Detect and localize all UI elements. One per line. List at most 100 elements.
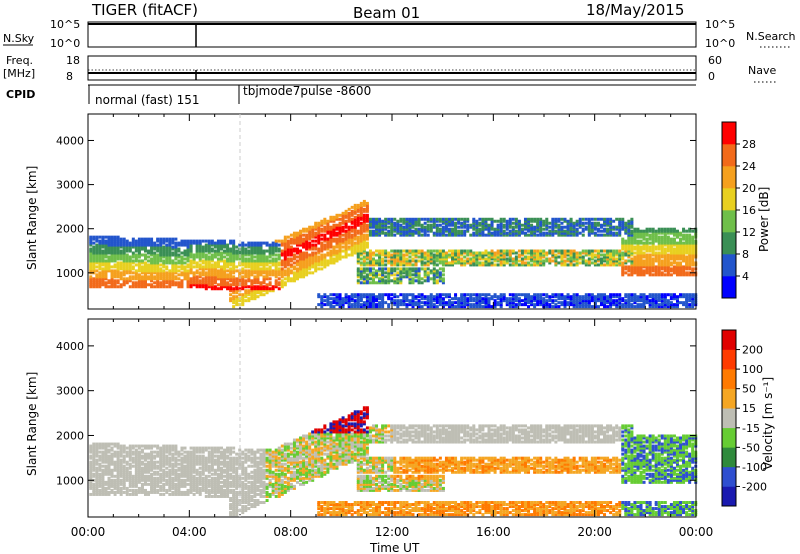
range-gate-cell: [651, 273, 655, 277]
range-gate-cell: [283, 281, 287, 285]
range-gate-cell: [429, 295, 433, 299]
range-gate-cell: [216, 241, 220, 245]
range-gate-cell: [119, 261, 123, 265]
range-gate-cell: [429, 293, 433, 297]
range-gate-cell: [627, 221, 631, 225]
range-gate-cell: [654, 257, 658, 261]
range-gate-cell: [554, 219, 558, 223]
range-gate-cell: [606, 229, 610, 233]
range-gate-cell: [189, 271, 193, 275]
range-gate-cell: [481, 229, 485, 233]
range-gate-cell: [140, 243, 144, 247]
range-gate-cell: [204, 283, 208, 287]
range-gate-cell: [326, 219, 330, 223]
range-gate-cell: [268, 287, 272, 291]
range-gate-cell: [250, 287, 254, 291]
range-gate-cell: [104, 281, 108, 285]
range-gate-cell: [256, 245, 260, 249]
range-gate-cell: [226, 281, 230, 285]
range-gate-cell: [113, 442, 117, 446]
range-gate-cell: [451, 305, 455, 309]
range-gate-cell: [189, 265, 193, 269]
range-gate-cell: [150, 237, 154, 241]
range-gate-cell: [669, 263, 673, 267]
range-gate-cell: [113, 444, 117, 448]
range-gate-cell: [414, 219, 418, 223]
range-gate-cell: [523, 299, 527, 303]
range-gate-cell: [362, 275, 366, 279]
range-gate-cell: [581, 301, 585, 305]
range-gate-cell: [238, 271, 242, 275]
range-gate-cell: [563, 219, 567, 223]
range-gate-cell: [122, 267, 126, 271]
range-gate-cell: [682, 265, 686, 269]
range-gate-cell: [478, 227, 482, 231]
range-gate-cell: [381, 225, 385, 229]
range-gate-cell: [159, 275, 163, 279]
range-gate-cell: [159, 255, 163, 259]
range-gate-cell: [359, 251, 363, 255]
range-gate-cell: [387, 293, 391, 297]
range-gate-cell: [113, 275, 117, 279]
range-gate-cell: [511, 231, 515, 235]
range-gate-cell: [101, 474, 105, 478]
range-gate-cell: [396, 227, 400, 231]
range-gate-cell: [116, 241, 120, 245]
range-gate-cell: [107, 484, 111, 488]
range-gate-cell: [235, 291, 239, 295]
range-gate-cell: [417, 269, 421, 273]
range-gate-cell: [447, 223, 451, 227]
range-gate-cell: [341, 219, 345, 223]
range-gate-cell: [122, 490, 126, 494]
range-gate-cell: [587, 301, 591, 305]
range-gate-cell: [371, 217, 375, 221]
range-gate-cell: [192, 253, 196, 257]
range-gate-cell: [213, 277, 217, 281]
range-gate-cell: [581, 299, 585, 303]
range-gate-cell: [210, 287, 214, 291]
range-gate-cell: [642, 305, 646, 309]
range-gate-cell: [590, 305, 594, 309]
range-gate-cell: [107, 454, 111, 458]
range-gate-cell: [545, 305, 549, 309]
range-gate-cell: [122, 484, 126, 488]
range-gate-cell: [451, 231, 455, 235]
range-gate-cell: [292, 249, 296, 253]
range-gate-cell: [235, 277, 239, 281]
range-gate-cell: [122, 474, 126, 478]
range-gate-cell: [466, 251, 470, 255]
range-gate-cell: [451, 257, 455, 261]
range-gate-cell: [685, 241, 689, 245]
range-gate-cell: [675, 247, 679, 251]
range-gate-cell: [134, 247, 138, 251]
range-gate-cell: [429, 227, 433, 231]
range-gate-cell: [447, 231, 451, 235]
range-gate-cell: [226, 243, 230, 247]
range-gate-cell: [320, 255, 324, 259]
range-gate-cell: [134, 448, 138, 452]
range-gate-cell: [119, 458, 123, 462]
range-gate-cell: [286, 243, 290, 247]
range-gate-cell: [89, 486, 93, 490]
range-gate-cell: [223, 275, 227, 279]
range-gate-cell: [268, 255, 272, 259]
range-gate-cell: [484, 223, 488, 227]
range-gate-cell: [679, 243, 683, 247]
range-gate-cell: [499, 219, 503, 223]
range-gate-cell: [630, 221, 634, 225]
range-gate-cell: [216, 261, 220, 265]
range-gate-cell: [92, 482, 96, 486]
range-gate-cell: [636, 257, 640, 261]
range-gate-cell: [101, 283, 105, 287]
range-gate-cell: [259, 293, 263, 297]
range-gate-cell: [599, 249, 603, 253]
range-gate-cell: [195, 275, 199, 279]
range-gate-cell: [441, 219, 445, 223]
range-gate-cell: [350, 249, 354, 253]
range-gate-cell: [323, 219, 327, 223]
range-gate-cell: [669, 231, 673, 235]
range-gate-cell: [672, 251, 676, 255]
range-gate-cell: [101, 476, 105, 480]
range-gate-cell: [621, 263, 625, 267]
range-gate-cell: [417, 251, 421, 255]
